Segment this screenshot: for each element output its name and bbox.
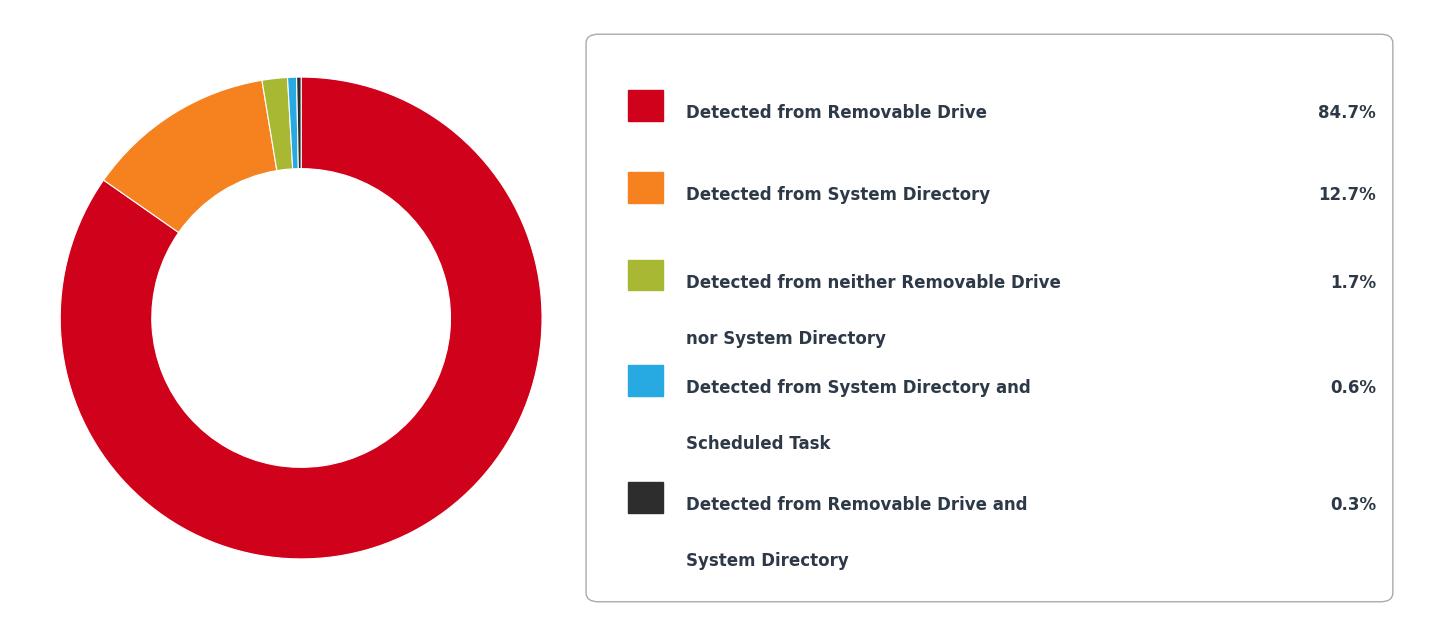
Text: System Directory: System Directory <box>685 552 849 570</box>
Text: nor System Directory: nor System Directory <box>685 329 886 348</box>
Bar <box>628 483 663 513</box>
Wedge shape <box>60 77 542 559</box>
Text: 0.6%: 0.6% <box>1331 380 1377 398</box>
Text: 12.7%: 12.7% <box>1318 186 1377 204</box>
Wedge shape <box>262 78 293 170</box>
Wedge shape <box>288 77 298 169</box>
Text: Detected from System Directory and: Detected from System Directory and <box>685 380 1031 398</box>
Text: Detected from neither Removable Drive: Detected from neither Removable Drive <box>685 274 1061 292</box>
Text: 0.3%: 0.3% <box>1331 497 1377 515</box>
Bar <box>628 90 663 121</box>
Bar <box>628 260 663 291</box>
Text: Detected from Removable Drive and: Detected from Removable Drive and <box>685 497 1027 515</box>
Wedge shape <box>103 80 277 233</box>
Text: Scheduled Task: Scheduled Task <box>685 435 830 453</box>
FancyBboxPatch shape <box>587 34 1392 602</box>
Bar <box>628 172 663 203</box>
Bar <box>628 366 663 396</box>
Text: 84.7%: 84.7% <box>1318 104 1377 123</box>
Text: 1.7%: 1.7% <box>1331 274 1377 292</box>
Text: Detected from Removable Drive: Detected from Removable Drive <box>685 104 987 123</box>
Wedge shape <box>297 77 301 169</box>
Text: Detected from System Directory: Detected from System Directory <box>685 186 989 204</box>
